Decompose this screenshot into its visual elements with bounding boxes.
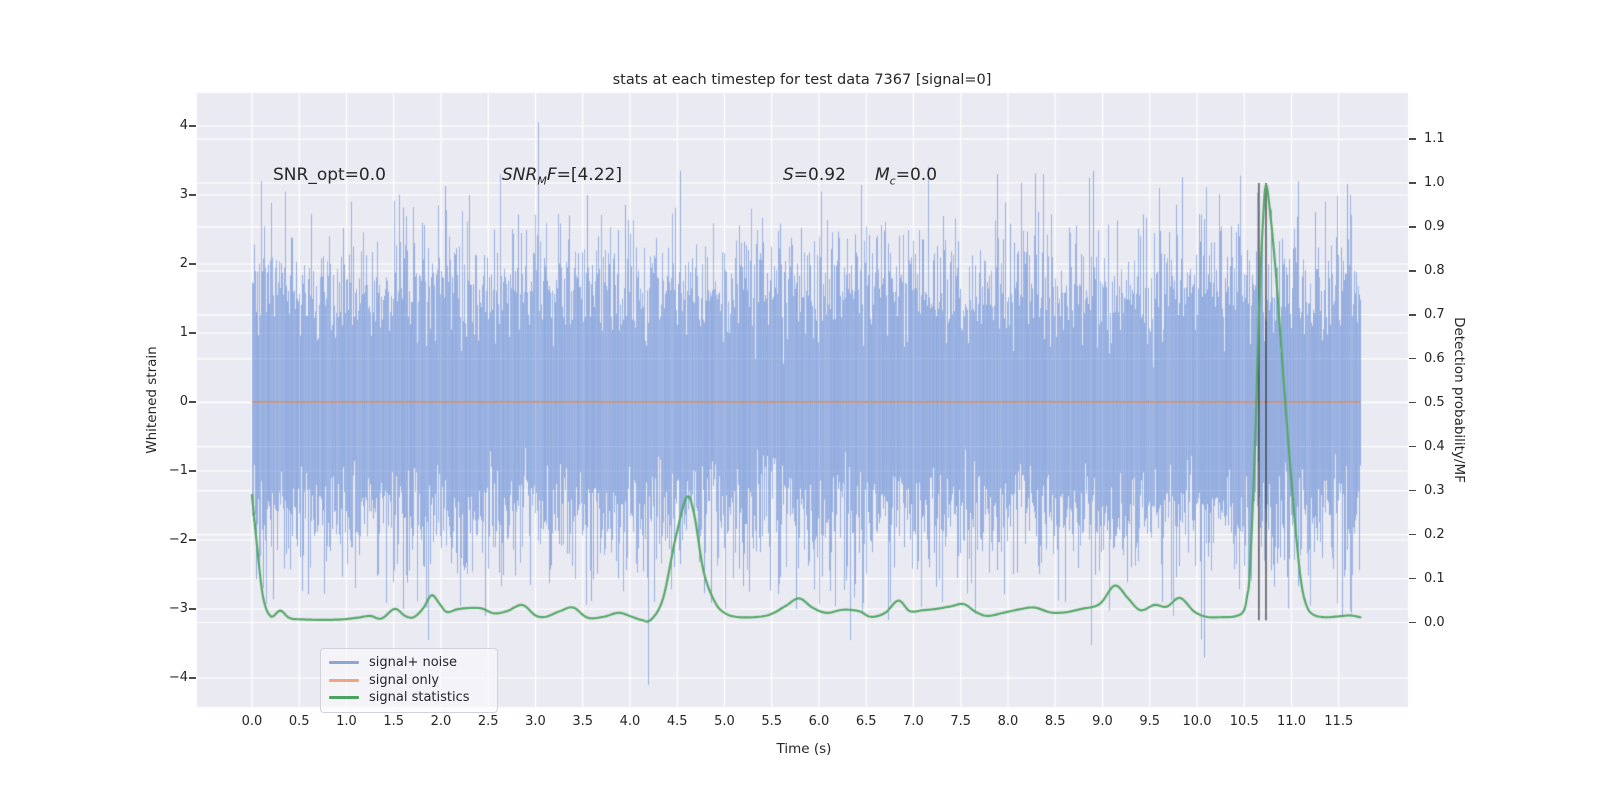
x-tick-label: 1.5 [383,714,405,729]
y-tick-label-right: 0.7 [1424,306,1445,322]
y-tick-mark-right [1409,577,1416,580]
y-tick-mark-left [189,194,196,196]
annotation-snr-mf-pre: SNR [502,165,538,185]
y-tick-mark-right [1409,621,1416,624]
x-tick-label: 2.0 [430,714,452,729]
y-tick-label-left: −2 [168,532,188,547]
y-tick-mark-left [189,125,196,127]
annotation-mc: Mc=0.0 [875,165,937,187]
annotation-snr-opt: SNR_opt=0.0 [273,165,386,185]
x-tick-label: 5.0 [714,714,735,729]
y-tick-mark-left [189,263,196,265]
legend-item-signal-plus-noise: signal+ noise [329,654,489,672]
x-tick-label: 0.5 [288,714,310,729]
annotation-mc-pre: M [875,165,890,185]
right-axis-label: Detection probability/MF [1451,317,1467,483]
y-tick-label-right: 0.4 [1424,438,1445,454]
y-tick-label-right: 1.1 [1424,131,1445,147]
legend-label: signal+ noise [369,655,458,671]
y-tick-label-left: −4 [168,670,188,685]
y-tick-mark-right [1409,226,1416,228]
y-tick-label-right: 0.6 [1424,350,1445,366]
y-tick-mark-left [189,539,196,541]
y-tick-mark-right [1409,446,1416,448]
y-tick-mark-left [189,677,196,679]
x-tick-label: 3.0 [525,714,546,729]
annotation-mc-sub: c [889,174,896,188]
legend-item-signal-statistics: signal statistics [329,689,489,707]
x-tick-label: 4.5 [666,714,688,729]
x-tick-label: 9.5 [1139,714,1161,729]
y-tick-mark-left [189,401,196,403]
y-tick-mark-right [1409,182,1416,184]
x-tick-label: 10.5 [1229,714,1259,729]
annotation-snr-mf-sub: M [537,174,547,188]
y-tick-mark-left [189,332,196,334]
y-tick-mark-right [1409,533,1416,536]
annotation-snr-opt-text: SNR_opt=0.0 [273,165,386,185]
x-tick-label: 11.5 [1324,714,1354,729]
y-tick-label-left: 3 [179,187,188,202]
x-tick-label: 8.0 [997,714,1019,729]
legend-line-sample [329,661,359,665]
x-tick-label: 6.5 [855,714,877,729]
x-tick-label: 4.0 [619,714,641,729]
annotation-s: S=0.92 [783,165,846,185]
y-tick-label-right: 1.0 [1424,175,1445,190]
y-tick-mark-left [189,608,196,610]
legend-label: signal only [369,672,440,688]
y-tick-label-right: 0.2 [1424,526,1445,542]
x-tick-label: 11.0 [1277,714,1306,729]
y-tick-label-right: 0.9 [1424,218,1445,234]
legend-item-signal-only: signal only [329,672,489,690]
annotation-s-pre: S [783,165,794,185]
legend-line-sample [329,678,359,682]
y-tick-mark-left [189,470,196,472]
x-tick-label: 1.0 [336,714,357,729]
y-tick-mark-right [1409,489,1416,492]
y-tick-mark-right [1409,270,1416,272]
x-tick-label: 8.5 [1044,714,1066,729]
annotation-snr-mf-mid: F [546,165,557,185]
x-axis-label: Time (s) [776,741,832,757]
chart-title: stats at each timestep for test data 736… [612,72,992,88]
y-tick-label-left: 2 [179,256,188,271]
y-tick-label-right: 0.3 [1424,482,1445,498]
y-tick-mark-right [1409,314,1416,316]
y-tick-mark-right [1409,402,1416,404]
legend-label: signal statistics [369,690,470,706]
y-tick-label-left: 0 [179,394,188,409]
y-tick-label-right: 0.0 [1424,614,1445,630]
x-tick-label: 10.0 [1182,714,1212,729]
y-tick-label-right: 0.5 [1424,394,1445,410]
y-tick-label-left: −3 [168,601,188,616]
x-tick-label: 7.0 [903,714,924,729]
annotation-snr-mf-post: =[4.22] [556,165,622,185]
y-tick-label-right: 0.8 [1424,262,1445,278]
legend: signal+ noise signal only signal statist… [320,648,498,713]
x-tick-label: 3.5 [572,714,594,729]
x-tick-label: 2.5 [477,714,499,729]
y-tick-mark-right [1409,358,1416,360]
x-tick-label: 9.0 [1092,714,1113,729]
y-tick-label-left: 1 [179,325,188,340]
x-tick-label: 0.0 [241,714,263,729]
y-tick-label-left: −1 [168,463,188,478]
annotation-mc-post: =0.0 [895,165,938,185]
x-tick-label: 5.5 [761,714,783,729]
y-tick-mark-right [1409,138,1416,140]
annotation-snr-mf: SNRMF=[4.22] [502,165,622,187]
annotation-s-post: =0.92 [793,165,846,185]
x-tick-label: 7.5 [950,714,972,729]
legend-line-sample [329,696,359,700]
y-tick-label-left: 4 [179,118,188,133]
y-tick-label-right: 0.1 [1424,570,1445,586]
x-tick-label: 6.0 [808,714,830,729]
